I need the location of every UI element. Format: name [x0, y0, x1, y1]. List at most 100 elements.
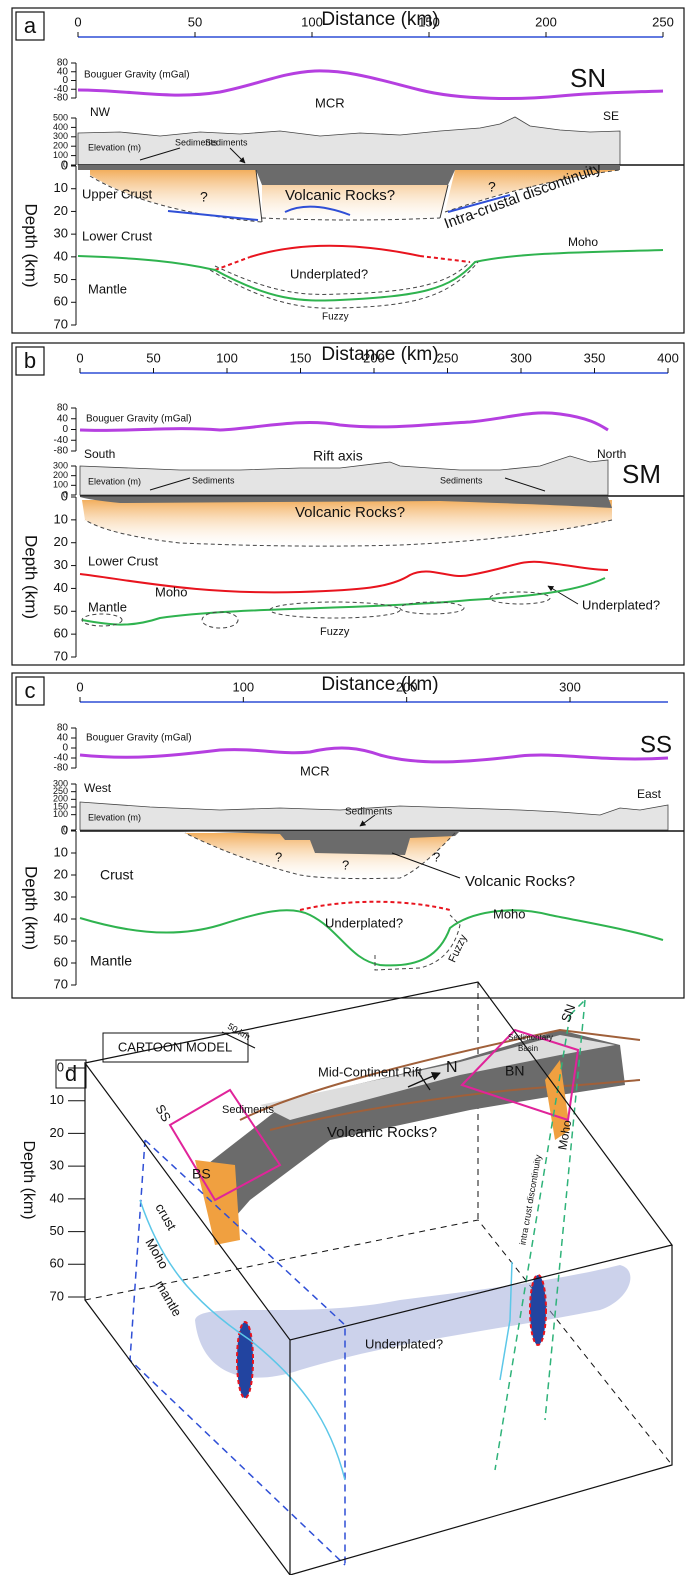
elevation-tick-label: 200 — [53, 141, 68, 151]
gravity-profile — [79, 746, 669, 764]
depth-tick-label: 70 — [50, 1288, 64, 1303]
basin-fill — [195, 1060, 570, 1245]
moho — [79, 909, 664, 967]
elevation-label: Elevation (m) — [88, 812, 141, 822]
top-underplate — [249, 244, 421, 258]
panel-letter: a — [24, 13, 37, 38]
annotation: South — [84, 447, 115, 461]
cartoon-label: mantle — [152, 1278, 185, 1319]
depth-tick-label: 50 — [54, 932, 68, 947]
body-outline — [184, 832, 456, 880]
annotation: Rift axis — [313, 448, 363, 464]
gravity-label: Bouguer Gravity (mGal) — [86, 733, 192, 744]
depth-tick-label: 70 — [54, 648, 68, 663]
top-underplate-dashed — [299, 900, 451, 911]
x-tick-label: 200 — [535, 14, 557, 29]
cartoon-label: SN — [558, 1002, 578, 1024]
elevation-profile — [79, 455, 609, 496]
gravity-profile — [79, 411, 609, 432]
annotation: Moho — [155, 584, 188, 599]
cartoon-label: Moho — [142, 1236, 171, 1272]
panel-frame — [11, 7, 685, 334]
arrows — [139, 147, 245, 163]
elevation-tick-label: 300 — [53, 460, 68, 470]
depth-tick-label: 60 — [54, 294, 68, 309]
arrows — [149, 477, 579, 605]
annotation: ? — [200, 189, 208, 205]
x-tick-label: 50 — [188, 14, 202, 29]
volcanic-body — [90, 170, 620, 222]
body-outline — [84, 519, 613, 547]
annotation: ? — [433, 849, 440, 864]
panel-letter: b — [24, 348, 36, 373]
elevation-label: Elevation (m) — [88, 476, 141, 486]
cartoon-label: Mid-Continent Rift — [318, 1064, 422, 1079]
annotation: ? — [488, 179, 496, 195]
box-edges — [83, 981, 674, 1575]
annotation: Sediments — [205, 137, 248, 147]
annotation: MCR — [315, 95, 345, 110]
annotation: Mantle — [88, 599, 127, 614]
annotation: Underplated? — [325, 915, 403, 930]
depth-tick-label: 60 — [54, 954, 68, 969]
elevation-tick-label: 200 — [53, 470, 68, 480]
top-underplate — [79, 560, 609, 594]
annotation: MCR — [300, 763, 330, 778]
elevation-label: Elevation (m) — [88, 142, 141, 152]
depth-tick-label: 40 — [54, 580, 68, 595]
volcanic-body — [82, 500, 612, 547]
scale-bar — [221, 1031, 431, 1091]
sediments — [180, 831, 460, 855]
fuzzy-lens — [529, 1274, 547, 1346]
annotation: ? — [342, 857, 349, 872]
depth-tick-label: 30 — [54, 888, 68, 903]
depth-tick-label: 30 — [54, 226, 68, 241]
annotation: SN — [570, 63, 606, 93]
depth-tick-label: 20 — [54, 866, 68, 881]
gravity-profile — [77, 69, 664, 100]
gravity-tick-label: -80 — [54, 93, 69, 104]
annotation: SM — [622, 459, 661, 489]
sediments — [80, 497, 612, 508]
moho — [81, 577, 606, 626]
x-tick-label: 150 — [418, 14, 440, 29]
x-tick-label: 400 — [657, 350, 679, 365]
cartoon-label: Sedimentary — [508, 1033, 553, 1042]
gravity-tick-label: 80 — [57, 723, 69, 734]
annotation: Lower Crust — [82, 228, 152, 243]
depth-tick-label: 0 — [61, 822, 68, 837]
panel-letter: d — [65, 1061, 77, 1086]
letter-box — [15, 346, 45, 376]
annotation: Volcanic Rocks? — [285, 187, 395, 204]
annotation: North — [597, 447, 626, 461]
annotation: East — [637, 787, 662, 801]
x-axis-title: Distance (km) — [321, 9, 438, 30]
fuzzy-outline — [209, 261, 479, 309]
depth-label: Depth (km) — [20, 1140, 37, 1219]
annotation: Sediments — [192, 475, 235, 485]
gravity-tick-label: 40 — [57, 66, 69, 77]
depth-tick-label: 40 — [54, 910, 68, 925]
depth-tick-label: 30 — [50, 1158, 64, 1173]
cartoon-label: BS — [192, 1166, 211, 1182]
annotation: NW — [90, 105, 111, 119]
intra-crustal-lines — [167, 194, 511, 221]
annotation: Underplated? — [582, 597, 660, 612]
cartoon-label: Underplated? — [365, 1336, 443, 1351]
x-tick-label: 350 — [584, 350, 606, 365]
annotation: Sediments — [175, 137, 218, 147]
elevation-tick-label: 400 — [53, 122, 68, 132]
gravity-tick-label: -40 — [54, 435, 69, 446]
depth-tick-label: 50 — [50, 1223, 64, 1238]
depth-label: Depth (km) — [22, 203, 41, 287]
fuzzy-lens — [236, 1321, 254, 1399]
gravity-tick-label: 80 — [57, 403, 69, 414]
annotation: Fuzzy — [322, 312, 349, 323]
moho-line — [139, 1199, 513, 1481]
annotation: Sediments — [345, 807, 392, 818]
gravity-tick-label: -40 — [54, 753, 69, 764]
x-tick-label: 100 — [301, 14, 323, 29]
x-tick-label: 200 — [363, 350, 385, 365]
gravity-tick-label: 0 — [62, 75, 68, 86]
underplate — [195, 1265, 631, 1378]
